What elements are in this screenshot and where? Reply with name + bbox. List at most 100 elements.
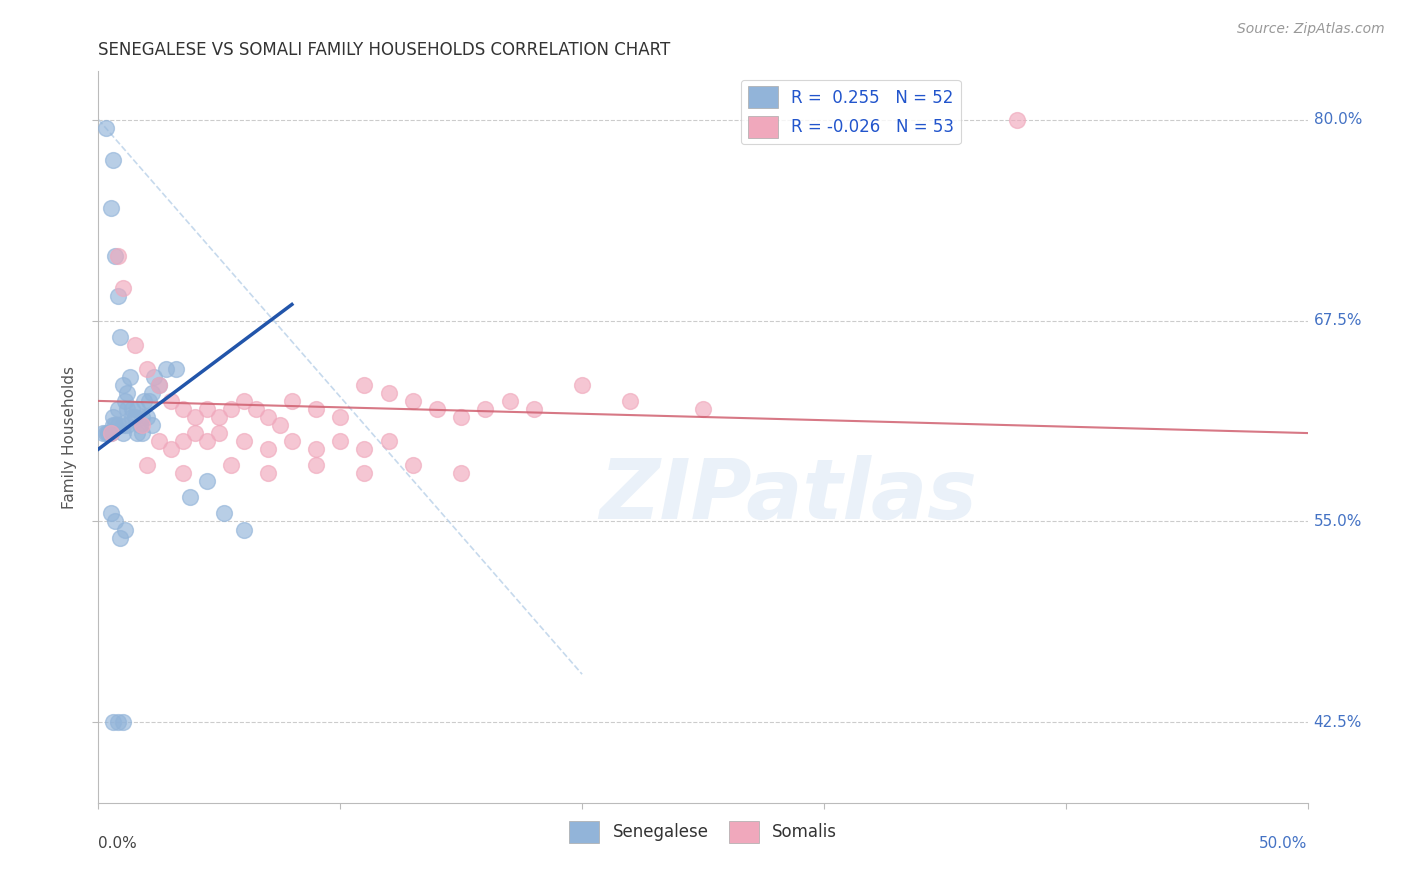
Point xyxy=(172,467,194,481)
Text: SENEGALESE VS SOMALI FAMILY HOUSEHOLDS CORRELATION CHART: SENEGALESE VS SOMALI FAMILY HOUSEHOLDS C… xyxy=(98,41,671,59)
Point xyxy=(107,417,129,432)
Point xyxy=(107,289,129,303)
Point xyxy=(143,369,166,384)
Point xyxy=(184,409,207,424)
Point xyxy=(377,385,399,400)
Point xyxy=(121,401,143,416)
Point xyxy=(100,425,122,440)
Point xyxy=(138,393,160,408)
Point xyxy=(269,417,291,432)
Point xyxy=(104,249,127,263)
Point xyxy=(134,393,156,408)
Text: 67.5%: 67.5% xyxy=(1313,313,1362,328)
Point xyxy=(107,249,129,263)
Text: 0.0%: 0.0% xyxy=(98,836,138,851)
Point xyxy=(91,425,114,440)
Point xyxy=(619,393,641,408)
Text: Source: ZipAtlas.com: Source: ZipAtlas.com xyxy=(1237,22,1385,37)
Point xyxy=(208,409,231,424)
Point xyxy=(108,531,131,545)
Point xyxy=(160,442,183,457)
Point xyxy=(195,475,218,489)
Point xyxy=(450,409,472,424)
Point xyxy=(232,393,254,408)
Point xyxy=(208,425,231,440)
Point xyxy=(148,377,170,392)
Point xyxy=(305,458,328,473)
Point xyxy=(402,393,425,408)
Point xyxy=(402,458,425,473)
Point xyxy=(305,401,328,416)
Point xyxy=(221,401,243,416)
Point xyxy=(1007,112,1029,127)
Point xyxy=(101,417,124,432)
Point xyxy=(117,401,139,416)
Point xyxy=(108,329,131,343)
Point xyxy=(498,393,520,408)
Point xyxy=(172,434,194,449)
Point xyxy=(101,715,124,730)
Point xyxy=(281,434,304,449)
Point xyxy=(305,442,328,457)
Point xyxy=(127,425,149,440)
Point xyxy=(100,507,122,521)
Point xyxy=(212,507,235,521)
Point xyxy=(353,442,375,457)
Point xyxy=(474,401,496,416)
Point xyxy=(232,523,254,537)
Point xyxy=(329,434,352,449)
Point xyxy=(124,337,146,351)
Text: 50.0%: 50.0% xyxy=(1260,836,1308,851)
Point xyxy=(104,417,127,432)
Point xyxy=(135,409,157,424)
Point xyxy=(281,393,304,408)
Point xyxy=(377,434,399,449)
Text: 55.0%: 55.0% xyxy=(1313,514,1362,529)
Point xyxy=(107,715,129,730)
Point xyxy=(111,417,134,432)
Point xyxy=(114,523,136,537)
Point xyxy=(131,425,153,440)
Point xyxy=(195,434,218,449)
Point xyxy=(179,491,201,505)
Point xyxy=(353,467,375,481)
Point xyxy=(117,417,139,432)
Point xyxy=(256,442,278,457)
Point xyxy=(111,377,134,392)
Point xyxy=(111,425,134,440)
Point xyxy=(118,369,141,384)
Point xyxy=(121,409,143,424)
Point xyxy=(135,361,157,376)
Text: 80.0%: 80.0% xyxy=(1313,112,1362,127)
Point xyxy=(131,417,153,432)
Point xyxy=(155,361,177,376)
Point xyxy=(107,401,129,416)
Point xyxy=(160,393,183,408)
Point xyxy=(97,425,120,440)
Text: ZIPatlas: ZIPatlas xyxy=(599,455,977,536)
Point xyxy=(165,361,187,376)
Point xyxy=(184,425,207,440)
Point xyxy=(148,377,170,392)
Point xyxy=(571,377,593,392)
Point xyxy=(131,409,153,424)
Point xyxy=(94,120,117,135)
Point xyxy=(128,417,150,432)
Point xyxy=(111,281,134,295)
Point xyxy=(111,715,134,730)
Point xyxy=(101,153,124,167)
Point xyxy=(172,401,194,416)
Point xyxy=(245,401,267,416)
Point xyxy=(141,417,163,432)
Point xyxy=(117,385,139,400)
Point xyxy=(135,458,157,473)
Point xyxy=(114,393,136,408)
Point xyxy=(450,467,472,481)
Point xyxy=(256,467,278,481)
Y-axis label: Family Households: Family Households xyxy=(62,366,77,508)
Point xyxy=(141,385,163,400)
Point xyxy=(100,201,122,215)
Point xyxy=(692,401,714,416)
Point xyxy=(100,425,122,440)
Point xyxy=(127,401,149,416)
